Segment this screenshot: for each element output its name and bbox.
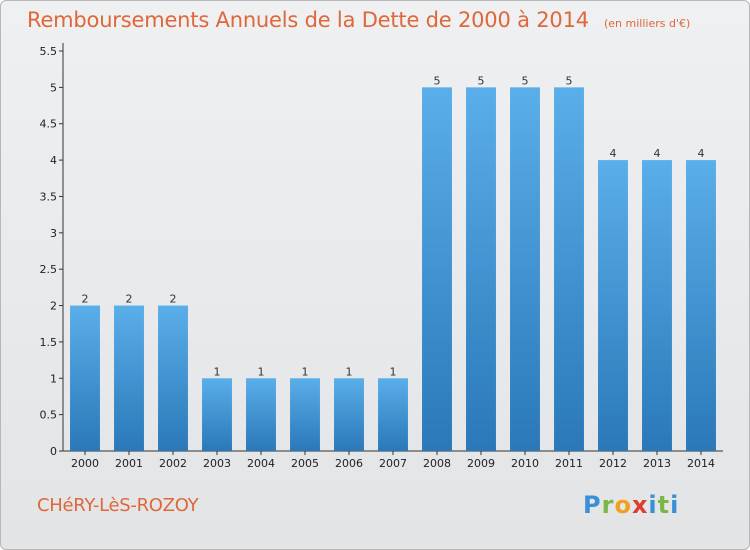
bar (334, 378, 364, 451)
logo-letter: r (601, 491, 615, 519)
x-tick-label: 2011 (555, 457, 583, 470)
logo-letter: x (631, 491, 649, 519)
bar-value-label: 1 (214, 365, 221, 378)
x-tick-label: 2009 (467, 457, 495, 470)
bar-value-label: 1 (346, 365, 353, 378)
bar-value-label: 1 (302, 365, 309, 378)
bar (202, 378, 232, 451)
y-tick-label: 3.5 (40, 190, 58, 203)
bar-value-label: 2 (126, 293, 133, 306)
bar-value-label: 1 (258, 365, 265, 378)
x-tick-label: 2012 (599, 457, 627, 470)
x-tick-label: 2004 (247, 457, 275, 470)
logo-letter: t (657, 491, 671, 519)
bar (642, 160, 672, 451)
y-tick-label: 0 (50, 445, 57, 458)
bar-value-label: 5 (478, 74, 485, 87)
y-tick-label: 1 (50, 372, 57, 385)
bar (510, 87, 540, 451)
bar (598, 160, 628, 451)
proxiti-logo: Proxiti (583, 491, 679, 519)
y-tick-label: 5 (50, 81, 57, 94)
x-tick-label: 2001 (115, 457, 143, 470)
bar-value-label: 5 (434, 74, 441, 87)
y-tick-label: 5.5 (40, 45, 58, 58)
bar (378, 378, 408, 451)
chart-title: Remboursements Annuels de la Dette de 20… (27, 8, 589, 32)
x-tick-label: 2002 (159, 457, 187, 470)
logo-letter: i (648, 491, 658, 519)
x-tick-label: 2005 (291, 457, 319, 470)
x-tick-label: 2007 (379, 457, 407, 470)
x-tick-label: 2008 (423, 457, 451, 470)
x-tick-label: 2014 (687, 457, 715, 470)
x-tick-label: 2013 (643, 457, 671, 470)
x-tick-label: 2006 (335, 457, 363, 470)
bar (290, 378, 320, 451)
logo-letter: i (670, 491, 680, 519)
bar (114, 305, 144, 451)
bar (70, 305, 100, 451)
logo-letter: P (583, 491, 602, 519)
bar (422, 87, 452, 451)
y-tick-label: 1.5 (40, 336, 58, 349)
bar-value-label: 1 (390, 365, 397, 378)
chart-title-row: Remboursements Annuels de la Dette de 20… (27, 8, 690, 32)
bar-value-label: 5 (522, 74, 529, 87)
bar-value-label: 2 (170, 293, 177, 306)
y-tick-label: 2.5 (40, 263, 58, 276)
y-tick-label: 4.5 (40, 118, 58, 131)
y-tick-label: 4 (50, 154, 57, 167)
chart-unit: (en milliers d'€) (604, 17, 691, 30)
bar-value-label: 4 (698, 147, 705, 160)
x-tick-label: 2010 (511, 457, 539, 470)
bar-value-label: 2 (82, 293, 89, 306)
x-tick-label: 2003 (203, 457, 231, 470)
bar (554, 87, 584, 451)
y-tick-label: 2 (50, 300, 57, 313)
logo-letter: o (614, 491, 632, 519)
bar (686, 160, 716, 451)
y-tick-label: 0.5 (40, 409, 58, 422)
bar-value-label: 4 (610, 147, 617, 160)
commune-name: CHéRY-LèS-ROZOY (37, 495, 199, 516)
bar-value-label: 5 (566, 74, 573, 87)
y-tick-label: 3 (50, 227, 57, 240)
x-tick-label: 2000 (71, 457, 99, 470)
bar (246, 378, 276, 451)
bar-value-label: 4 (654, 147, 661, 160)
bar (158, 305, 188, 451)
bar (466, 87, 496, 451)
